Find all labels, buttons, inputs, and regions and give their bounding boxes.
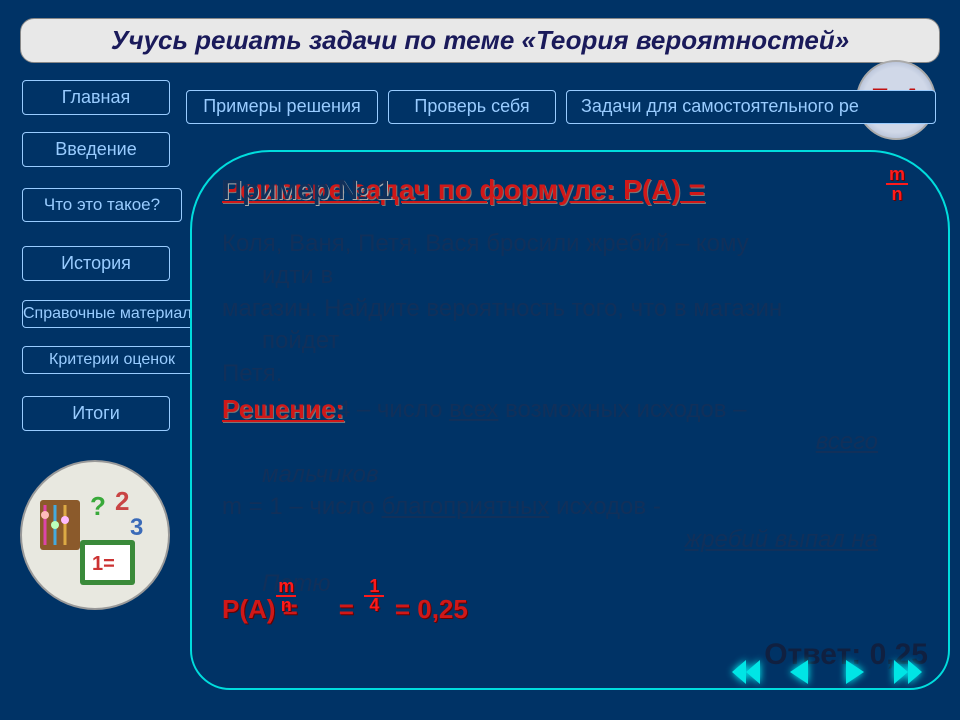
- problem-line: идти в: [222, 260, 918, 292]
- solution-tail: всего: [222, 426, 918, 458]
- text-underline: всех: [449, 396, 498, 423]
- problem-text: Коля, Ваня, Петя, Вася бросили жребий – …: [222, 228, 918, 390]
- sidebar-item-intro[interactable]: Введение: [22, 132, 170, 167]
- solution-line: m = 1 – число благоприятных исходов -: [222, 491, 918, 523]
- frac-numerator: m: [886, 166, 908, 182]
- solution-tail: жребий выпал на: [222, 524, 918, 556]
- page-title: Учусь решать задачи по теме «Теория веро…: [20, 18, 940, 63]
- sidebar-item-whatis[interactable]: Что это такое?: [22, 188, 182, 222]
- last-button[interactable]: [886, 650, 930, 694]
- fraction-mn: m n: [886, 166, 908, 202]
- svg-text:?: ?: [90, 491, 106, 521]
- sidebar-item-criteria[interactable]: Критерии оценок: [22, 346, 202, 374]
- problem-line: пойдет: [222, 325, 918, 357]
- equals: =: [339, 594, 354, 624]
- sidebar-item-reference[interactable]: Справочные материалы: [22, 300, 202, 328]
- frac-denominator: n: [886, 186, 908, 202]
- frac-num: m: [276, 579, 296, 594]
- example-number-overlay: Пример № 1: [222, 174, 392, 206]
- nav-arrows: [724, 650, 930, 694]
- next-button[interactable]: [832, 650, 876, 694]
- probability-row: Петю P(A) = m n = 1 4 = 0,25: [222, 568, 918, 618]
- tab-examples[interactable]: Примеры решения: [186, 90, 378, 124]
- problem-line: Коля, Ваня, Петя, Вася бросили жребий – …: [222, 228, 918, 260]
- problem-line: Петя.: [222, 358, 918, 390]
- tab-test-yourself[interactable]: Проверь себя: [388, 90, 556, 124]
- sidebar-item-home[interactable]: Главная: [22, 80, 170, 115]
- text: исходов -: [549, 493, 660, 520]
- text-underline: благоприятных: [382, 493, 550, 520]
- decorative-math-image: 1= ? 2 3: [20, 460, 170, 610]
- svg-text:1=: 1=: [92, 553, 115, 575]
- frac-num: 1: [364, 579, 384, 594]
- solution-line: мальчиков: [222, 459, 918, 491]
- fraction-mn-small: m n: [276, 579, 296, 613]
- sidebar-item-history[interactable]: История: [22, 246, 170, 281]
- sidebar-item-results[interactable]: Итоги: [22, 396, 170, 431]
- tab-selfwork[interactable]: Задачи для самостоятельного ре: [566, 90, 936, 124]
- text: m = 1 – число: [222, 493, 382, 520]
- frac-den: n: [276, 598, 296, 613]
- result: = 0,25: [395, 594, 468, 624]
- problem-line: магазин. Найдите вероятность того, что в…: [222, 293, 918, 325]
- text: возможных исходов –: [498, 396, 746, 423]
- solution-label: Решение:: [222, 394, 344, 425]
- first-button[interactable]: [724, 650, 768, 694]
- frac-den: 4: [364, 598, 384, 613]
- fraction-14: 1 4: [364, 579, 384, 613]
- prev-button[interactable]: [778, 650, 822, 694]
- svg-text:2: 2: [115, 486, 129, 516]
- content-panel: Решение задач по формуле: P(A) = Пример …: [190, 150, 950, 690]
- svg-text:3: 3: [130, 514, 143, 541]
